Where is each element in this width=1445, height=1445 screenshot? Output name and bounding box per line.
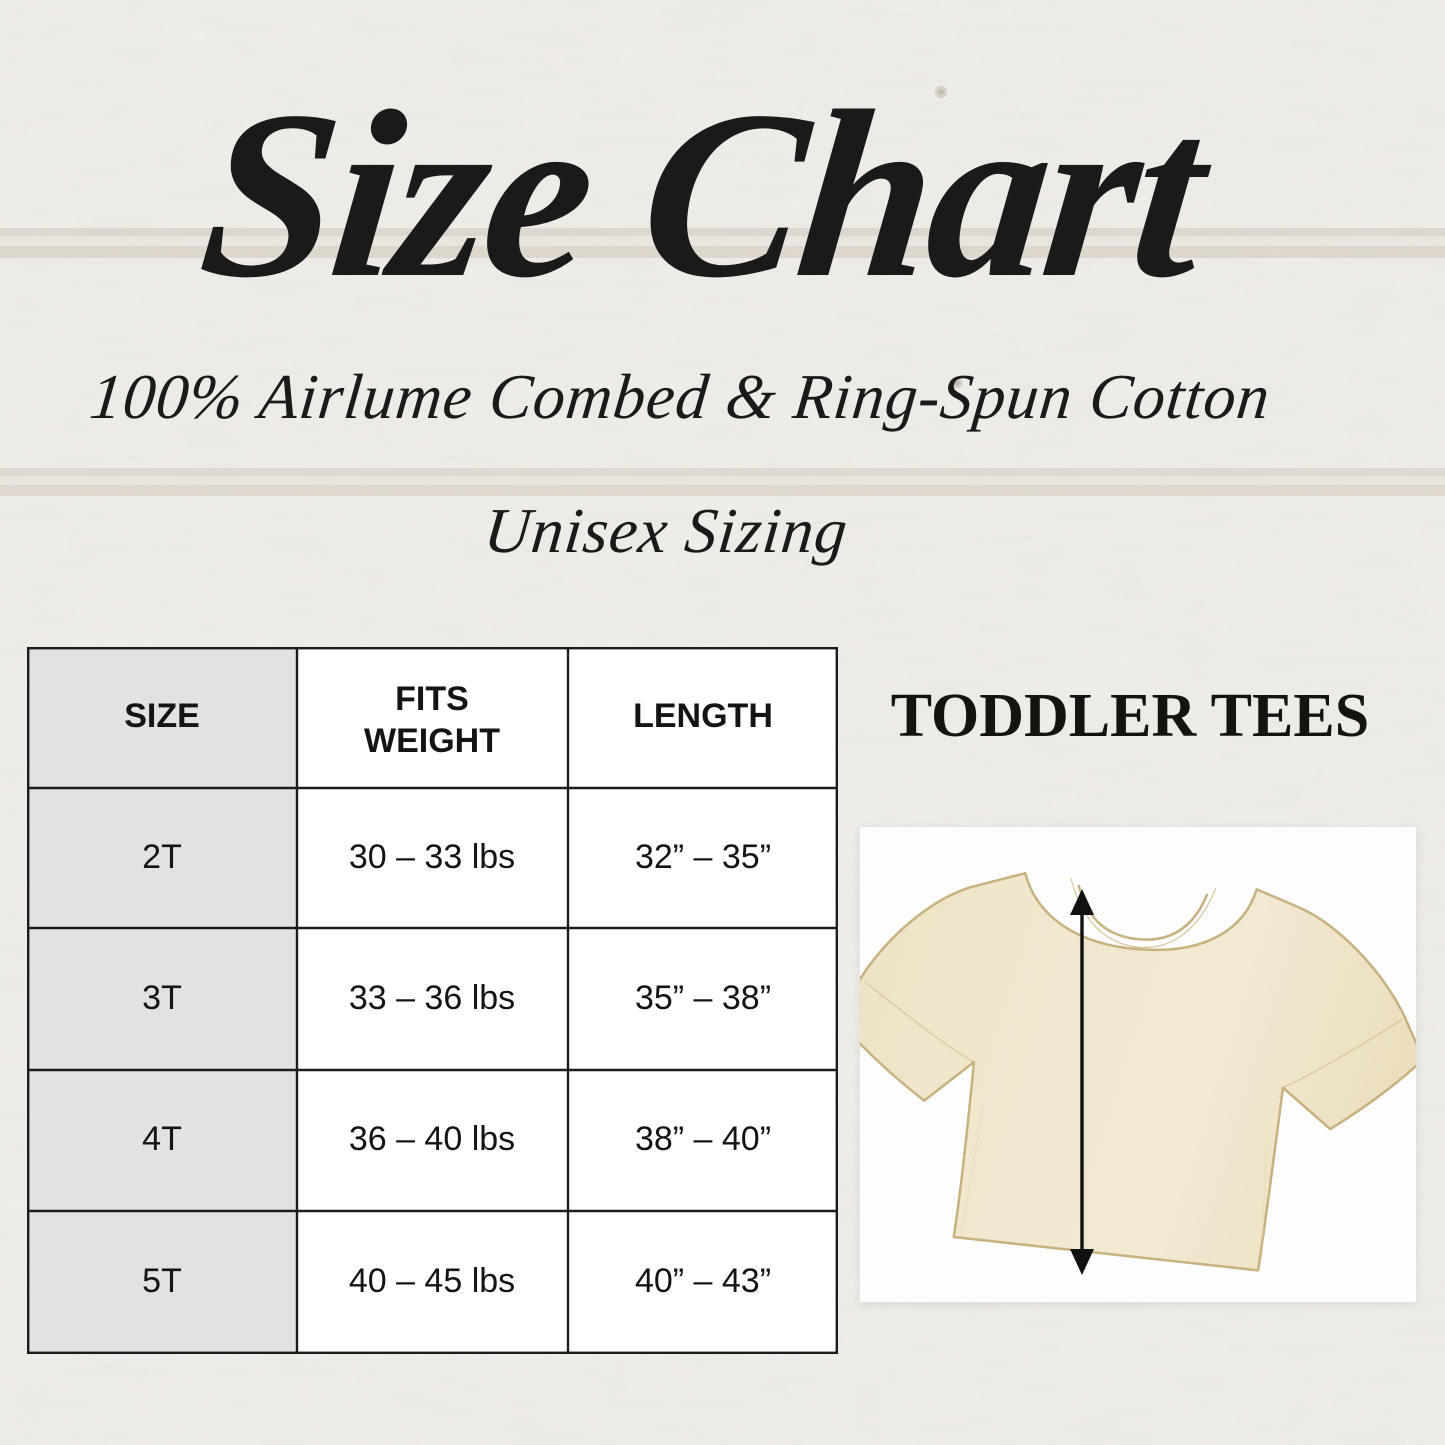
svg-text:SIZE: SIZE [124, 697, 200, 735]
svg-text:33 – 36 lbs: 33 – 36 lbs [349, 979, 515, 1017]
svg-text:TODDLER TEES: TODDLER TEES [891, 682, 1369, 750]
svg-text:WEIGHT: WEIGHT [364, 722, 500, 760]
svg-text:30 – 33 lbs: 30 – 33 lbs [349, 838, 515, 876]
svg-text:35” – 38”: 35” – 38” [635, 979, 771, 1017]
svg-text:5T: 5T [142, 1262, 182, 1300]
svg-text:2T: 2T [142, 838, 182, 876]
svg-text:40 – 45 lbs: 40 – 45 lbs [349, 1262, 515, 1300]
svg-text:4T: 4T [142, 1120, 182, 1158]
svg-text:FITS: FITS [395, 680, 469, 718]
svg-text:100% Airlume Combed & Ring-Spu: 100% Airlume Combed & Ring-Spun Cotton [87, 361, 1274, 432]
svg-text:3T: 3T [142, 979, 182, 1017]
svg-text:36 – 40 lbs: 36 – 40 lbs [349, 1120, 515, 1158]
svg-text:40” – 43”: 40” – 43” [635, 1262, 771, 1300]
svg-text:Size Chart: Size Chart [191, 63, 1223, 328]
svg-text:38” – 40”: 38” – 40” [635, 1120, 771, 1158]
svg-text:LENGTH: LENGTH [633, 697, 773, 735]
svg-text:Unisex Sizing: Unisex Sizing [481, 495, 852, 566]
svg-text:32” – 35”: 32” – 35” [635, 838, 771, 876]
